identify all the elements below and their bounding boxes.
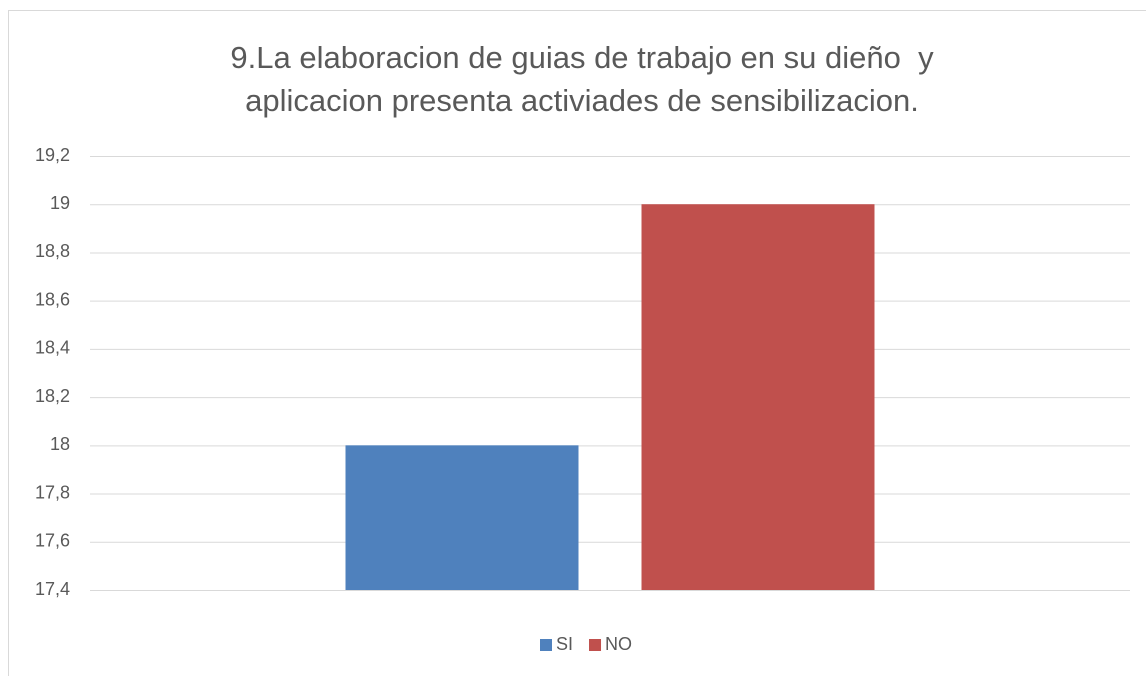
bar xyxy=(345,445,579,590)
y-tick-label: 18,6 xyxy=(35,289,70,309)
y-tick-label: 18,4 xyxy=(35,338,70,358)
y-tick-label: 19 xyxy=(50,193,70,213)
y-tick-label: 17,6 xyxy=(35,531,70,551)
y-tick-label: 18 xyxy=(50,434,70,454)
legend-swatch xyxy=(540,639,552,651)
chart-title: aplicacion presenta activiades de sensib… xyxy=(245,83,919,118)
y-tick-label: 19,2 xyxy=(35,145,70,165)
legend-swatch xyxy=(589,639,602,651)
y-tick-label: 17,4 xyxy=(35,579,70,599)
bar xyxy=(641,204,875,590)
y-tick-label: 17,8 xyxy=(35,482,70,502)
chart-title: 9.La elaboracion de guias de trabajo en … xyxy=(230,40,934,75)
legend-label: NO xyxy=(605,634,632,654)
y-tick-label: 18,8 xyxy=(35,241,70,261)
y-tick-label: 18,2 xyxy=(35,386,70,406)
legend-label: SI xyxy=(556,634,573,654)
